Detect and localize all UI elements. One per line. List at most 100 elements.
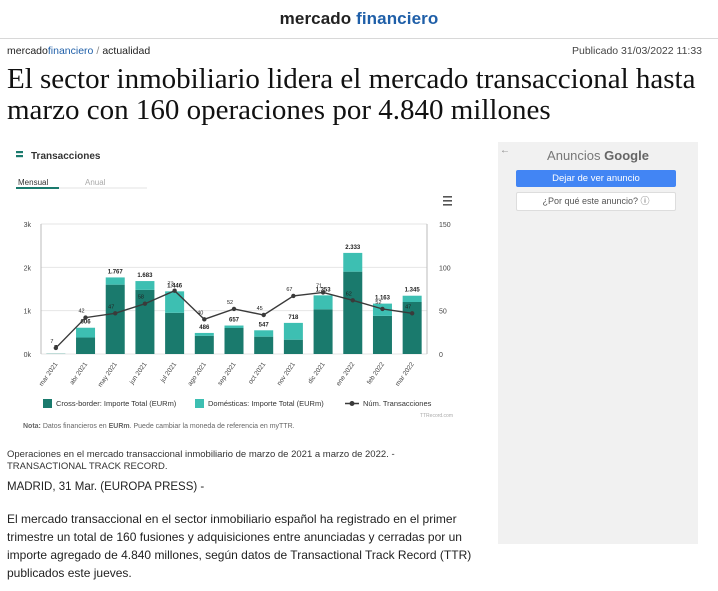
chart-figure: Transacciones Mensual Anual 0k 1k 2k 3k 0 50… <box>7 142 467 440</box>
bar-total-label: 547 <box>259 322 270 328</box>
line-count-label: 52 <box>375 300 381 306</box>
bar-cross-border[interactable] <box>283 339 303 354</box>
ad-label: Anuncios <box>547 148 601 163</box>
y-left-tick-label: 2k <box>24 265 32 272</box>
line-point[interactable] <box>142 301 148 306</box>
why-this-ad-button[interactable]: ¿Por qué este anuncio? ⓘ <box>516 192 676 211</box>
line-count-label: 42 <box>78 309 84 315</box>
x-tick-label: nov 2021 <box>276 361 297 387</box>
line-point[interactable] <box>261 312 266 318</box>
bar-cross-border[interactable] <box>343 271 363 354</box>
y-left-tick-label: 3k <box>24 222 32 229</box>
x-tick-label: ene 2022 <box>335 361 357 388</box>
bar-total-label: 2.333 <box>345 245 361 251</box>
bar-domesticas[interactable] <box>283 322 303 340</box>
logo-main: mercado <box>279 9 352 28</box>
bar-domesticas[interactable] <box>254 330 274 337</box>
line-point[interactable] <box>113 311 118 316</box>
line-count-label: 45 <box>257 306 263 312</box>
breadcrumb: mercadofinanciero / actualidad <box>7 45 151 57</box>
site-logo[interactable]: mercado financiero <box>0 9 718 29</box>
bar-cross-border[interactable] <box>254 336 274 354</box>
bar-total-label: 486 <box>199 325 210 331</box>
y-right-tick-label: 0 <box>439 352 443 359</box>
bar-domesticas[interactable] <box>343 252 363 272</box>
legend-num-transacciones[interactable]: Núm. Transacciones <box>363 399 432 408</box>
line-point[interactable] <box>350 298 355 303</box>
line-count-label: 73 <box>168 282 174 288</box>
caption-text: Operaciones en el mercado transaccional … <box>7 449 395 460</box>
x-tick-label: feb 2022 <box>366 361 386 386</box>
article-body: El mercado transaccional en el sector in… <box>7 512 472 580</box>
y-left-tick-label: 0k <box>24 352 32 359</box>
bar-cross-border[interactable] <box>105 284 125 354</box>
bar-cross-border[interactable] <box>313 309 333 354</box>
chart-note: Nota: Datos financieros en EURm. Puede c… <box>23 423 295 430</box>
chart-svg: Transacciones Mensual Anual 0k 1k 2k 3k 0 50… <box>16 151 453 430</box>
chart-title-icon-bar <box>16 155 23 158</box>
line-point[interactable] <box>202 317 207 322</box>
bar-domesticas[interactable] <box>76 327 96 338</box>
bar-total-label: 1.767 <box>108 269 124 275</box>
x-tick-label: dic 2021 <box>307 361 327 385</box>
x-tick-label: jul 2021 <box>159 361 179 385</box>
caption-credit: TRANSACTIONAL TRACK RECORD. <box>7 461 168 472</box>
bar-total-label: 1.345 <box>405 288 421 294</box>
bar-cross-border[interactable] <box>372 315 392 354</box>
hamburger-menu-icon[interactable] <box>443 196 452 206</box>
ad-back-arrow-icon[interactable]: ← <box>500 145 510 156</box>
stop-seeing-ad-button[interactable]: Dejar de ver anuncio <box>516 170 676 187</box>
bar-domesticas[interactable] <box>402 295 422 302</box>
dateline: MADRID, 31 Mar. (EUROPA PRESS) - <box>7 481 205 493</box>
x-tick-label: ago 2021 <box>187 361 209 388</box>
bar-cross-border[interactable] <box>224 328 244 354</box>
line-count-label: 47 <box>405 304 411 310</box>
image-caption: Operaciones en el mercado transaccional … <box>7 449 477 473</box>
line-point[interactable] <box>291 293 296 299</box>
bar-cross-border[interactable] <box>402 302 422 354</box>
line-count-label: 47 <box>108 304 114 310</box>
line-point[interactable] <box>320 290 326 295</box>
legend-domesticas[interactable]: Domésticas: Importe Total (EURm) <box>208 399 324 408</box>
legend-cross-border[interactable]: Cross-border: Importe Total (EURm) <box>56 399 177 408</box>
x-tick-label: abr 2021 <box>69 361 90 386</box>
bar-domesticas[interactable] <box>165 291 185 313</box>
bar-domesticas[interactable] <box>313 295 333 310</box>
bar-domesticas[interactable] <box>135 281 155 290</box>
breadcrumb-home[interactable]: mercadofinanciero <box>7 45 94 57</box>
bar-cross-border[interactable] <box>76 337 96 354</box>
x-tick-label: jun 2021 <box>128 361 149 387</box>
breadcrumb-section[interactable]: actualidad <box>102 45 151 57</box>
line-point[interactable] <box>231 306 237 312</box>
line-point[interactable] <box>83 315 88 320</box>
bar-total-label: 1.163 <box>375 296 391 302</box>
x-tick-label: mar 2022 <box>394 361 416 388</box>
bar-cross-border[interactable] <box>165 312 185 354</box>
chart-source: TTRecord.com <box>420 413 453 419</box>
line-count-label: 62 <box>346 291 352 297</box>
tab-anual[interactable]: Anual <box>85 178 106 187</box>
line-count-label: 71 <box>316 283 322 289</box>
y-right-tick-label: 150 <box>439 222 451 229</box>
tab-mensual[interactable]: Mensual <box>18 178 48 187</box>
ad-slot: ← Anuncios Google Dejar de ver anuncio ¿… <box>498 142 698 544</box>
line-point[interactable] <box>53 345 59 351</box>
google-logo: Google <box>604 148 649 163</box>
y-right-tick-label: 50 <box>439 309 447 316</box>
bar-domesticas[interactable] <box>105 277 125 285</box>
line-count-label: 58 <box>138 295 144 301</box>
legend-swatch-domesticas <box>195 399 204 408</box>
bar-total-label: 606 <box>81 320 92 326</box>
x-tick-label: mar 2021 <box>38 361 60 388</box>
headline: El sector inmobiliario lidera el mercado… <box>7 63 696 126</box>
line-point[interactable] <box>380 306 385 312</box>
x-tick-label: may 2021 <box>97 361 119 389</box>
bar-domesticas[interactable] <box>224 325 244 328</box>
y-left-tick-label: 1k <box>24 309 32 316</box>
bar-total-label: 1.446 <box>167 283 183 289</box>
bar-total-label: 657 <box>229 318 240 324</box>
bar-domesticas[interactable] <box>194 332 214 336</box>
bar-cross-border[interactable] <box>194 335 214 354</box>
line-point[interactable] <box>409 311 415 316</box>
line-point[interactable] <box>172 288 177 293</box>
